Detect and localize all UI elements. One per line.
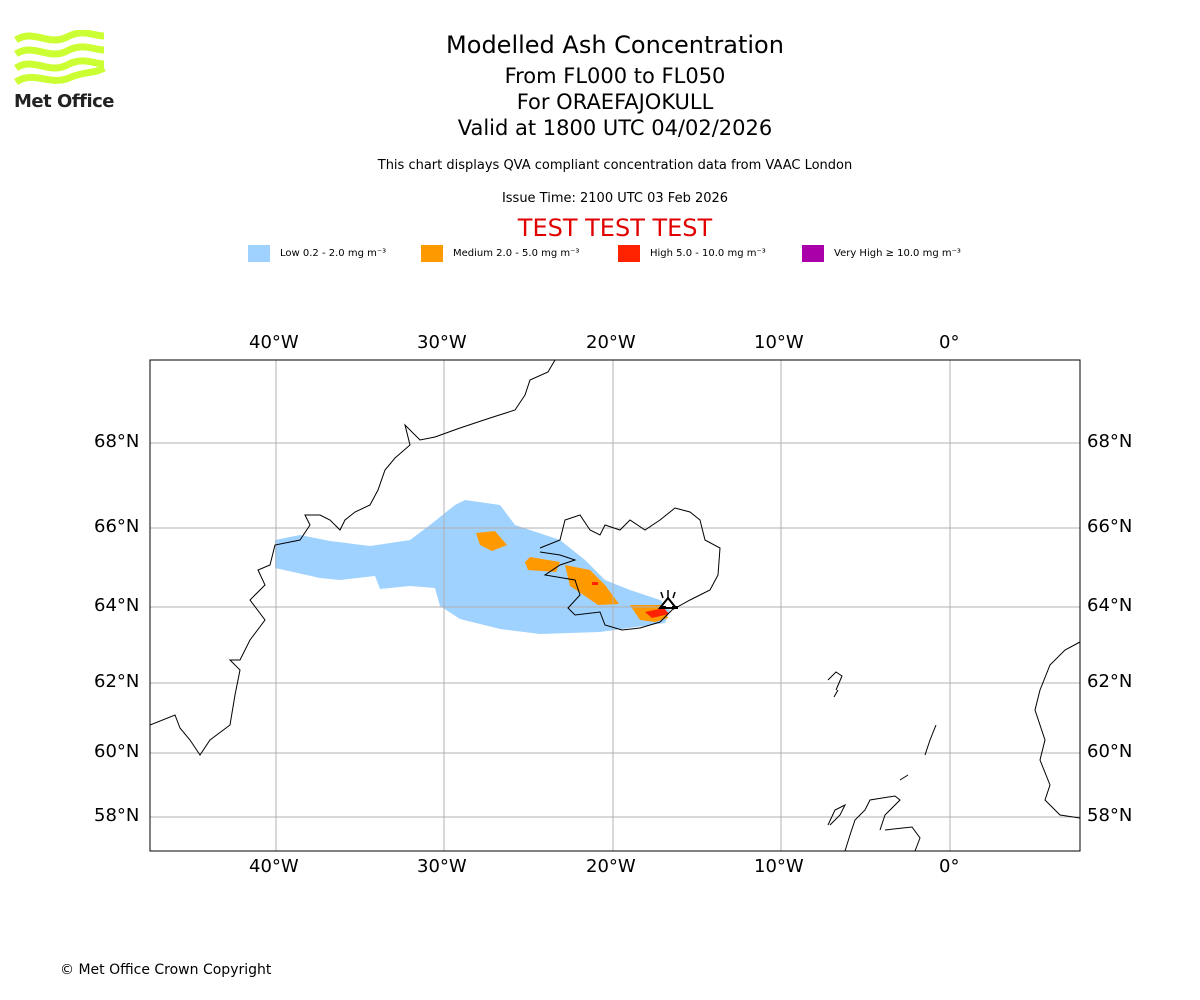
lat-tick-left: 66°N	[94, 516, 140, 537]
legend-label: Medium 2.0 - 5.0 mg m⁻³	[453, 248, 580, 259]
lat-tick-left: 64°N	[94, 595, 140, 616]
scotland-coastline	[827, 795, 921, 851]
issue-time: Issue Time: 2100 UTC 03 Feb 2026	[501, 191, 729, 206]
legend-swatch	[248, 245, 270, 262]
lon-tick-bottom: 40°W	[249, 856, 299, 877]
ash-medium-area	[525, 557, 560, 572]
lon-tick-top: 40°W	[249, 332, 299, 353]
legend-swatch	[421, 245, 443, 262]
lat-tick-left: 60°N	[94, 741, 140, 762]
legend-item-low: Low 0.2 - 2.0 mg m⁻³	[248, 245, 386, 262]
volcano-marker-icon	[657, 590, 679, 609]
iceland-coastline	[539, 507, 721, 631]
legend-item-medium: Medium 2.0 - 5.0 mg m⁻³	[421, 245, 579, 262]
ash-medium-area	[476, 531, 507, 551]
lat-tick-right: 62°N	[1087, 671, 1133, 692]
greenland-coastline	[150, 360, 556, 756]
lat-tick-left: 62°N	[94, 671, 140, 692]
lon-tick-bottom: 0°	[939, 856, 960, 877]
legend-item-very-high: Very High ≥ 10.0 mg m⁻³	[802, 245, 961, 262]
norway-coastline	[1034, 641, 1080, 819]
lat-tick-right: 68°N	[1087, 431, 1133, 452]
chart-title: Modelled Ash Concentration	[446, 31, 784, 59]
subtitle: This chart displays QVA compliant concen…	[377, 158, 853, 173]
legend-item-high: High 5.0 - 10.0 mg m⁻³	[618, 245, 766, 262]
volcano-name: For ORAEFAJOKULL	[516, 90, 714, 114]
lat-tick-right: 58°N	[1087, 805, 1133, 826]
lon-tick-top: 20°W	[586, 332, 636, 353]
lat-tick-left: 58°N	[94, 805, 140, 826]
lat-tick-right: 60°N	[1087, 741, 1133, 762]
legend-label: Very High ≥ 10.0 mg m⁻³	[834, 248, 961, 259]
lon-tick-top: 0°	[939, 332, 960, 353]
flight-level-range: From FL000 to FL050	[504, 64, 726, 88]
ash-high-area	[592, 582, 598, 585]
shetland-coastline	[899, 724, 937, 781]
logo-text: Met Office	[14, 91, 115, 112]
valid-time: Valid at 1800 UTC 04/02/2026	[457, 116, 773, 140]
faroe-coastline	[827, 671, 843, 698]
met-office-logo-icon	[14, 30, 106, 86]
lat-tick-left: 68°N	[94, 431, 140, 452]
legend-label: Low 0.2 - 2.0 mg m⁻³	[280, 248, 387, 259]
graticule	[150, 360, 1080, 851]
test-banner: TEST TEST TEST	[517, 214, 713, 242]
map-frame	[149, 359, 1081, 852]
lat-tick-right: 66°N	[1087, 516, 1133, 537]
copyright: © Met Office Crown Copyright	[60, 962, 272, 978]
legend-swatch	[618, 245, 640, 262]
legend-swatch	[802, 245, 824, 262]
lon-tick-bottom: 10°W	[754, 856, 804, 877]
lat-tick-right: 64°N	[1087, 595, 1133, 616]
legend-label: High 5.0 - 10.0 mg m⁻³	[650, 248, 766, 259]
ash-low-area	[275, 500, 670, 634]
lon-tick-top: 10°W	[754, 332, 804, 353]
ash-high-area	[645, 608, 669, 618]
lon-tick-bottom: 30°W	[417, 856, 467, 877]
lon-tick-top: 30°W	[417, 332, 467, 353]
lon-tick-bottom: 20°W	[586, 856, 636, 877]
